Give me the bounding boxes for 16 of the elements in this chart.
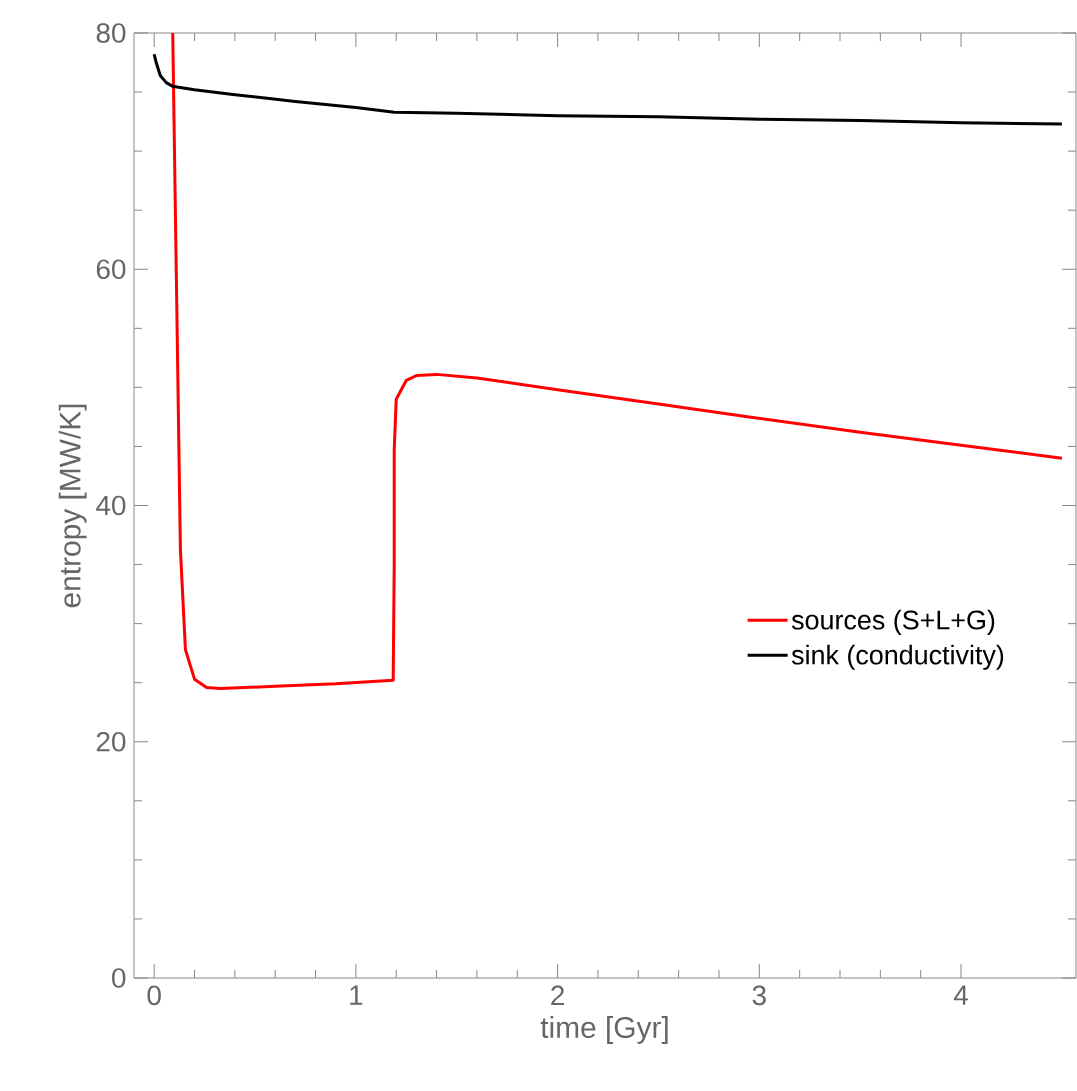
x-tick-label: 4 xyxy=(953,985,968,1005)
y-tick-label: 40 xyxy=(96,495,126,516)
y-axis-title: entropy [MW/K] xyxy=(58,404,87,608)
y-tick-label: 0 xyxy=(112,968,126,988)
y-tick-label: 60 xyxy=(96,259,126,280)
x-tick-label: 2 xyxy=(551,985,564,1005)
line-series xyxy=(152,52,1064,126)
x-tick-label: 3 xyxy=(752,985,766,1006)
x-tick-label: 0 xyxy=(147,985,161,1006)
x-tick-label: 1 xyxy=(350,985,363,1005)
legend-label: sink (conductivity) xyxy=(791,644,1004,670)
y-tick-label: 20 xyxy=(96,731,126,752)
x-axis-title: time [Gyr] xyxy=(540,1016,668,1044)
legend-label: sources (S+L+G) xyxy=(791,609,995,635)
y-tick-label: 80 xyxy=(96,23,126,43)
line-series xyxy=(171,33,1064,691)
